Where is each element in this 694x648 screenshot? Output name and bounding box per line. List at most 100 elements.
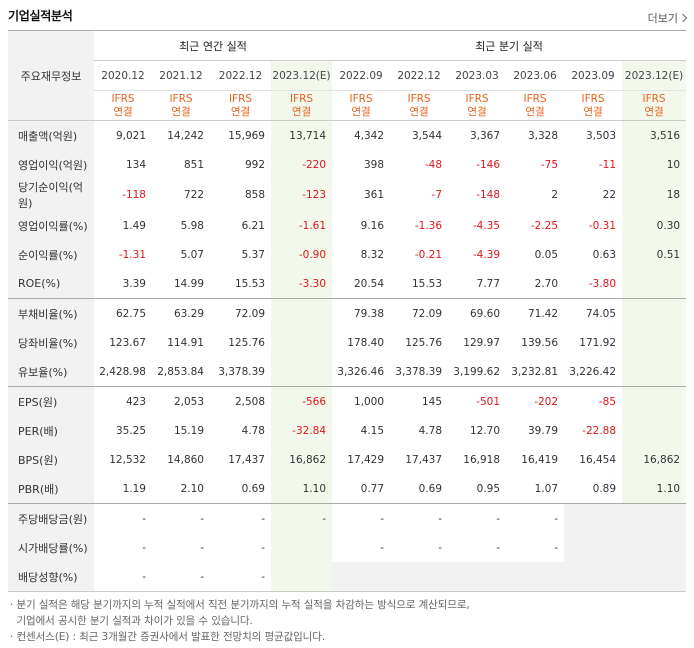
value-cell: 145 xyxy=(390,386,449,416)
value-cell: 2,428.98 xyxy=(99,365,146,378)
value-cell xyxy=(622,298,687,328)
value-cell xyxy=(271,533,333,562)
value-cell: 17,437 xyxy=(228,453,265,466)
row-label: 배당성향(%) xyxy=(8,562,94,592)
value-cell: 3,328 xyxy=(506,120,565,150)
value-cell: 3,226.42 xyxy=(569,365,617,378)
value-cell: - xyxy=(261,541,265,554)
value-cell: 14,242 xyxy=(152,120,210,150)
ifrs-label: IFRS xyxy=(523,92,547,105)
value-cell: 129.97 xyxy=(463,336,501,349)
table-label-header: 주요재무정보 xyxy=(8,30,94,121)
ifrs-label: IFRS xyxy=(642,92,666,105)
value-cell: -123 xyxy=(271,179,333,211)
value-cell: -85 xyxy=(564,386,623,416)
value-cell: -4.39 xyxy=(472,248,501,261)
value-cell: - xyxy=(200,541,204,554)
value-cell: 12,532 xyxy=(109,453,146,466)
value-cell: -2.25 xyxy=(530,219,559,232)
value-cell: 3.39 xyxy=(122,277,146,290)
value-cell xyxy=(271,562,333,592)
ifrs-cell: IFRS 연결 xyxy=(271,90,333,121)
value-cell: 3,378.39 xyxy=(218,365,265,378)
value-cell: 5.37 xyxy=(241,248,265,261)
table-row: 매출액(억원) 9,021 14,242 15,969 13,714 4,342 3,544… xyxy=(8,120,687,150)
row-label: 당좌비율(%) xyxy=(8,328,94,357)
row-label: 유보율(%) xyxy=(8,357,94,387)
value-cell: - xyxy=(332,503,391,533)
period-header: 2022.12 xyxy=(210,60,271,91)
table-row: 당좌비율(%) 123.67 114.91 125.76 178.40 125.76 129… xyxy=(8,328,687,357)
value-cell: 171.92 xyxy=(579,336,617,349)
value-cell: 72.09 xyxy=(390,298,449,328)
value-cell: 15.53 xyxy=(234,277,265,290)
consolidated-label: 연결 xyxy=(525,105,545,118)
consolidated-label: 연결 xyxy=(171,105,191,118)
value-cell: 361 xyxy=(363,189,385,201)
value-cell xyxy=(271,298,333,328)
value-cell: 3,367 xyxy=(448,120,507,150)
period-header: 2022.09 xyxy=(332,60,391,91)
consolidated-label: 연결 xyxy=(351,105,371,118)
footnotes: · 분기 실적은 해당 분기까지의 누적 실적에서 직전 분기까지의 누적 실적… xyxy=(10,597,470,645)
value-cell: 3,503 xyxy=(564,120,623,150)
more-link[interactable]: 더보기 xyxy=(647,10,688,26)
value-cell: -48 xyxy=(424,158,443,171)
row-label: 시가배당률(%) xyxy=(8,533,94,562)
ifrs-cell: IFRS 연결 xyxy=(332,90,391,121)
chevron-right-icon xyxy=(678,13,688,23)
row-label: 부채비율(%) xyxy=(8,298,94,328)
value-cell: 992 xyxy=(244,158,265,171)
value-cell: 423 xyxy=(94,386,152,416)
table-row: 영업이익(억원) 134 851 992 -220 398 -48 -146 -75 -11 10 xyxy=(8,150,687,179)
ifrs-cell: IFRS 연결 xyxy=(210,90,271,121)
value-cell: 1.07 xyxy=(534,482,559,495)
value-cell: 5.07 xyxy=(180,248,204,261)
value-cell xyxy=(506,562,565,592)
value-cell: - xyxy=(142,541,146,554)
value-cell: 5.98 xyxy=(180,219,204,232)
ifrs-cell: IFRS 연결 xyxy=(506,90,565,121)
value-cell xyxy=(622,386,687,416)
value-cell: 1.10 xyxy=(622,474,687,504)
ifrs-label: IFRS xyxy=(289,92,314,105)
ifrs-cell: IFRS 연결 xyxy=(448,90,507,121)
row-label: PER(배) xyxy=(8,416,94,445)
ifrs-label: IFRS xyxy=(407,92,431,105)
value-cell xyxy=(448,562,507,592)
value-cell: 0.69 xyxy=(418,482,443,495)
period-header: 2021.12 xyxy=(152,60,210,91)
period-header: 2023.12(E) xyxy=(271,60,333,91)
row-label: PBR(배) xyxy=(8,474,94,504)
ifrs-cell: IFRS 연결 xyxy=(564,90,623,121)
row-label: EPS(원) xyxy=(8,386,94,416)
value-cell: -11 xyxy=(598,158,617,171)
value-cell: 2 xyxy=(551,189,559,201)
more-label: 더보기 xyxy=(647,12,678,25)
value-cell: -220 xyxy=(271,150,333,179)
value-cell: 125.76 xyxy=(405,336,443,349)
value-cell: 0.95 xyxy=(476,482,501,495)
table-row: 시가배당률(%) - - - - - - - xyxy=(8,533,687,562)
value-cell: 7.77 xyxy=(476,277,501,290)
value-cell xyxy=(622,503,687,533)
value-cell: 35.25 xyxy=(115,424,146,437)
value-cell xyxy=(622,328,687,357)
value-cell xyxy=(332,562,391,592)
value-cell: 2,508 xyxy=(210,386,271,416)
value-cell: 14,860 xyxy=(167,453,204,466)
value-cell: 722 xyxy=(183,189,204,201)
row-label: ROE(%) xyxy=(8,269,94,299)
value-cell: - xyxy=(271,503,333,533)
ifrs-label: IFRS xyxy=(228,92,253,105)
value-cell: 123.67 xyxy=(109,336,146,349)
value-cell: 15.53 xyxy=(411,277,443,290)
value-cell: - xyxy=(380,541,385,554)
value-cell: 22 xyxy=(602,189,617,201)
ifrs-cell: IFRS 연결 xyxy=(390,90,449,121)
value-cell: -118 xyxy=(122,189,146,201)
value-cell: 139.56 xyxy=(521,336,559,349)
value-cell: 0.77 xyxy=(360,482,385,495)
value-cell: - xyxy=(496,541,501,554)
value-cell: -501 xyxy=(448,386,507,416)
